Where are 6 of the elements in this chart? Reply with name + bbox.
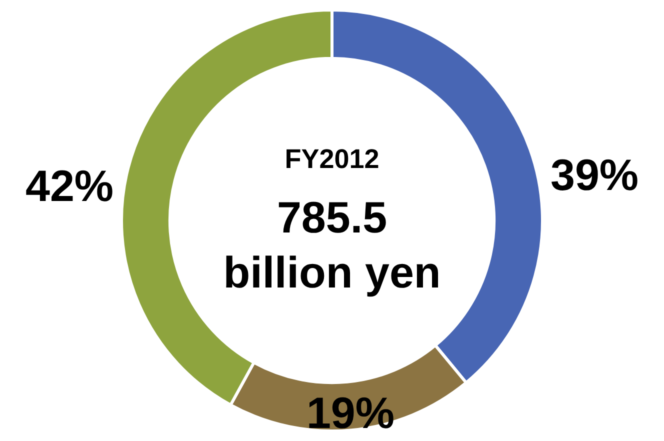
data-label: 42%	[25, 162, 114, 212]
data-label: 39%	[550, 150, 639, 200]
text: billion yen	[223, 248, 441, 298]
data-label: 19%	[306, 389, 395, 438]
text: 785.5	[276, 194, 388, 243]
text: FY2012	[284, 144, 380, 174]
